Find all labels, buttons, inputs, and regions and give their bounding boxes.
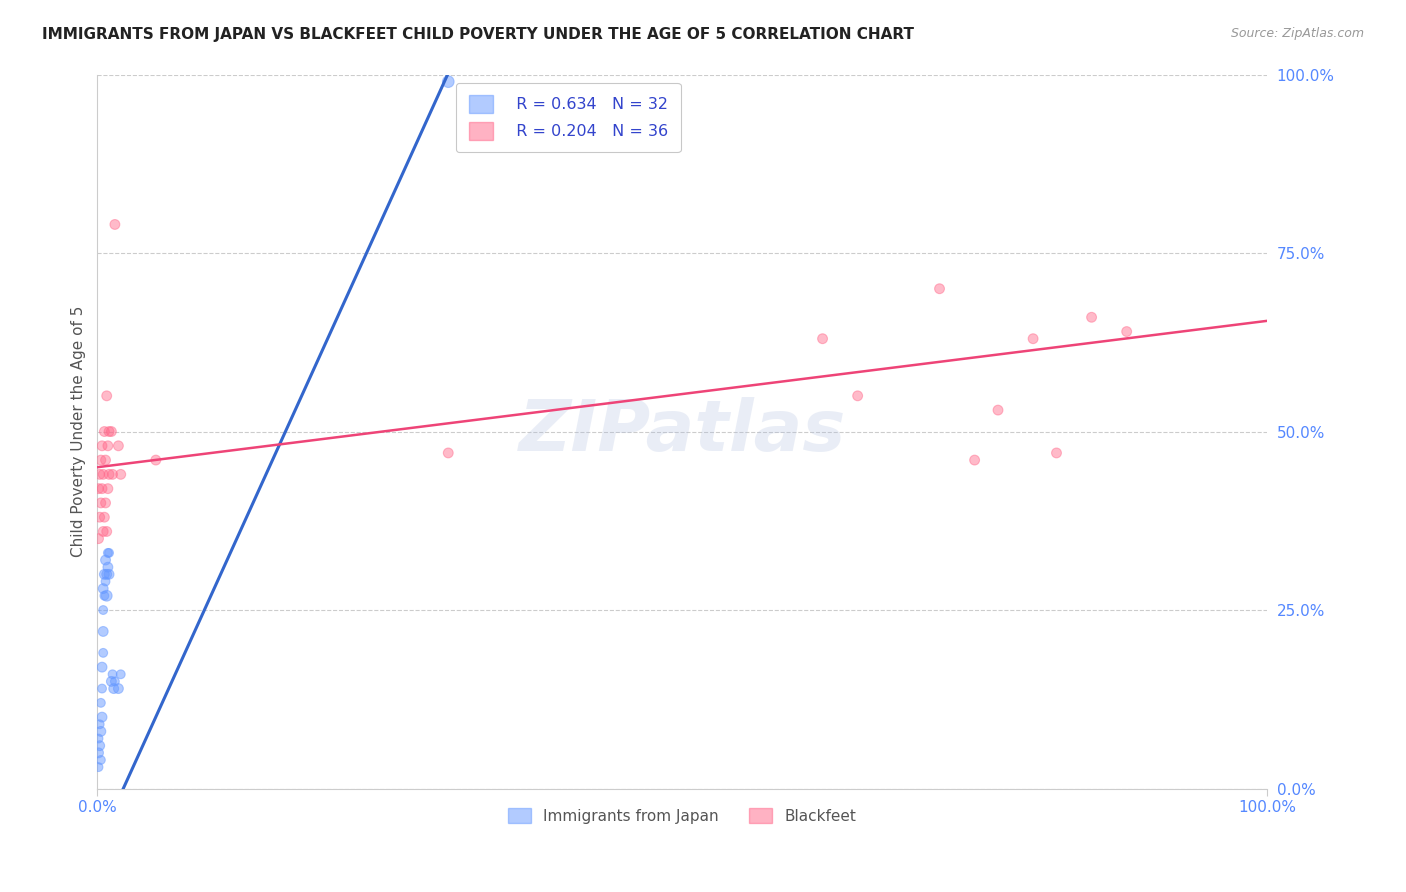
Point bbox=[110, 467, 132, 482]
Point bbox=[1045, 446, 1067, 460]
Legend: Immigrants from Japan, Blackfeet: Immigrants from Japan, Blackfeet bbox=[498, 797, 868, 834]
Text: IMMIGRANTS FROM JAPAN VS BLACKFEET CHILD POVERTY UNDER THE AGE OF 5 CORRELATION : IMMIGRANTS FROM JAPAN VS BLACKFEET CHILD… bbox=[42, 27, 914, 42]
Point bbox=[90, 696, 112, 710]
Point bbox=[97, 482, 120, 496]
Point bbox=[93, 425, 115, 439]
Point bbox=[97, 546, 120, 560]
Point bbox=[91, 660, 114, 674]
Point bbox=[96, 389, 118, 403]
Point bbox=[107, 439, 129, 453]
Point bbox=[91, 524, 114, 539]
Point bbox=[437, 75, 460, 89]
Point bbox=[97, 439, 120, 453]
Point bbox=[90, 753, 112, 767]
Point bbox=[91, 710, 114, 724]
Point bbox=[94, 574, 117, 589]
Point bbox=[87, 482, 110, 496]
Text: ZIPatlas: ZIPatlas bbox=[519, 397, 846, 466]
Point bbox=[91, 467, 114, 482]
Point bbox=[89, 510, 111, 524]
Point bbox=[928, 282, 950, 296]
Point bbox=[98, 546, 121, 560]
Point bbox=[89, 467, 111, 482]
Point bbox=[91, 646, 114, 660]
Point bbox=[93, 510, 115, 524]
Point bbox=[87, 746, 110, 760]
Point bbox=[94, 453, 117, 467]
Point bbox=[811, 332, 834, 346]
Point bbox=[89, 739, 111, 753]
Point bbox=[100, 674, 122, 689]
Point bbox=[96, 589, 118, 603]
Point bbox=[93, 589, 115, 603]
Point bbox=[987, 403, 1010, 417]
Point bbox=[96, 524, 118, 539]
Point bbox=[89, 717, 111, 731]
Point bbox=[97, 560, 120, 574]
Point bbox=[87, 760, 110, 774]
Point bbox=[1080, 310, 1102, 325]
Point bbox=[91, 439, 114, 453]
Point bbox=[104, 218, 127, 232]
Point bbox=[846, 389, 869, 403]
Point bbox=[91, 482, 114, 496]
Point bbox=[90, 496, 112, 510]
Point bbox=[91, 582, 114, 596]
Point bbox=[1022, 332, 1045, 346]
Y-axis label: Child Poverty Under the Age of 5: Child Poverty Under the Age of 5 bbox=[72, 306, 86, 558]
Point bbox=[93, 567, 115, 582]
Point bbox=[91, 681, 114, 696]
Point bbox=[96, 567, 118, 582]
Point bbox=[107, 681, 129, 696]
Point bbox=[1115, 325, 1137, 339]
Point bbox=[91, 624, 114, 639]
Point bbox=[104, 674, 127, 689]
Point bbox=[98, 467, 121, 482]
Point bbox=[101, 667, 124, 681]
Point bbox=[91, 603, 114, 617]
Point bbox=[98, 425, 121, 439]
Point bbox=[110, 667, 132, 681]
Point bbox=[145, 453, 167, 467]
Point bbox=[87, 731, 110, 746]
Point bbox=[98, 567, 121, 582]
Point bbox=[963, 453, 986, 467]
Point bbox=[94, 496, 117, 510]
Point bbox=[101, 467, 124, 482]
Point bbox=[437, 446, 460, 460]
Point bbox=[90, 453, 112, 467]
Point bbox=[94, 553, 117, 567]
Point bbox=[103, 681, 125, 696]
Point bbox=[90, 724, 112, 739]
Text: Source: ZipAtlas.com: Source: ZipAtlas.com bbox=[1230, 27, 1364, 40]
Point bbox=[87, 532, 110, 546]
Point bbox=[100, 425, 122, 439]
